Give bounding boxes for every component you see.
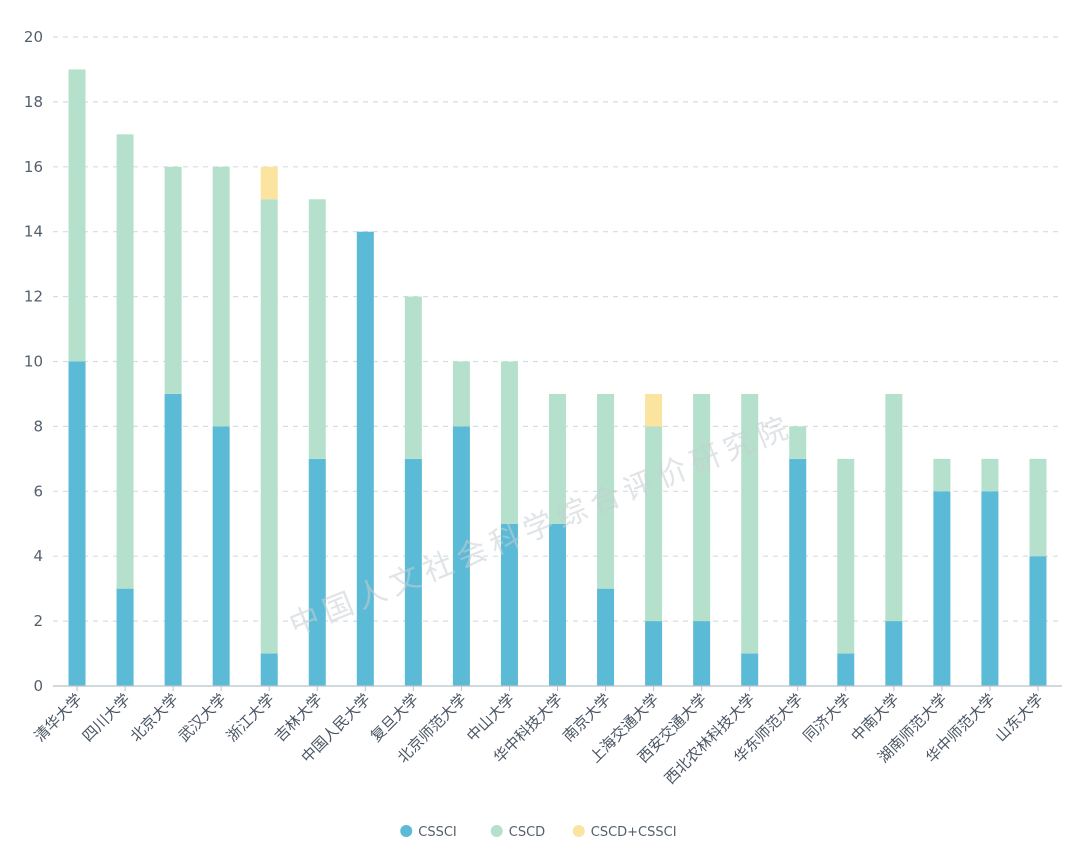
bar-segment	[164, 166, 182, 394]
legend-label: CSCD	[509, 825, 545, 840]
x-tick-label: 山东大学	[992, 690, 1047, 745]
bar-segment	[404, 458, 422, 686]
bar-segment	[741, 393, 759, 654]
bar-segment	[693, 621, 711, 686]
legend: CSSCI CSCD CSCD+CSSCI	[400, 825, 677, 840]
bar-segment	[837, 653, 855, 686]
bar-segment	[885, 393, 903, 622]
legend-swatch	[400, 825, 413, 837]
bar-segment	[116, 588, 134, 686]
bar-segment	[981, 491, 999, 686]
bar-segment	[68, 69, 86, 362]
bar-segment	[1029, 458, 1047, 557]
legend-item[interactable]: CSCD	[490, 825, 545, 840]
bar-segment	[212, 166, 230, 427]
y-tick-label: 16	[24, 158, 43, 176]
bar-segment	[981, 458, 999, 492]
bar-segment	[933, 491, 951, 686]
bar-segment	[260, 199, 278, 654]
bar-segment	[549, 393, 566, 524]
y-tick-label: 2	[33, 612, 43, 630]
x-tick-label: 武汉大学	[175, 690, 230, 745]
bar-segment	[260, 166, 278, 200]
x-tick-label: 同济大学	[799, 690, 854, 745]
bar-segment	[837, 458, 855, 654]
bar-segment	[645, 621, 663, 686]
y-tick-label: 8	[33, 417, 43, 435]
bar-segment	[68, 361, 86, 686]
y-tick-label: 14	[24, 223, 43, 241]
bar-segment	[597, 588, 615, 686]
bar-segment	[308, 199, 326, 459]
x-axis: 清华大学四川大学北京大学武汉大学浙江大学吉林大学中国人民大学复旦大学北京师范大学…	[31, 685, 1062, 788]
bar-segment	[645, 426, 663, 622]
bars	[68, 69, 1047, 686]
bar-segment	[116, 134, 134, 589]
bar-segment	[308, 458, 326, 686]
bar-segment	[693, 393, 711, 622]
bar-segment	[885, 621, 903, 686]
y-tick-label: 20	[24, 28, 43, 46]
legend-label: CSSCI	[418, 825, 457, 840]
y-tick-label: 12	[24, 288, 43, 306]
x-tick-label: 四川大学	[79, 690, 134, 745]
bar-segment	[452, 361, 470, 427]
bar-segment	[500, 361, 518, 524]
bar-segment	[933, 458, 951, 492]
bar-segment	[404, 296, 422, 459]
bar-segment	[500, 523, 518, 686]
bar-segment	[212, 426, 230, 686]
x-tick-label: 浙江大学	[223, 690, 278, 745]
y-tick-label: 18	[24, 93, 43, 111]
y-tick-label: 6	[33, 482, 43, 500]
x-tick-label: 清华大学	[31, 690, 86, 745]
bar-segment	[597, 393, 615, 589]
y-tick-label: 10	[24, 353, 43, 371]
legend-swatch	[490, 825, 503, 837]
bar-segment	[260, 653, 278, 686]
bar-segment	[164, 393, 182, 686]
legend-item[interactable]: CSCD+CSSCI	[572, 825, 677, 840]
bar-segment	[452, 426, 470, 686]
bar-segment	[549, 523, 566, 686]
legend-item[interactable]: CSSCI	[400, 825, 457, 840]
y-tick-label: 0	[33, 677, 43, 695]
bar-segment	[645, 393, 663, 427]
bar-segment	[1029, 556, 1047, 686]
y-axis: 0 2 4 6 8 10 12 14 16 18 20	[24, 28, 43, 695]
legend-swatch	[572, 825, 585, 837]
bar-segment	[789, 458, 807, 686]
x-tick-label: 北京大学	[127, 690, 182, 745]
bar-segment	[789, 426, 807, 459]
legend-label: CSCD+CSSCI	[591, 825, 677, 840]
bar-segment	[356, 231, 374, 686]
bar-segment	[741, 653, 759, 686]
y-tick-label: 4	[33, 547, 43, 565]
